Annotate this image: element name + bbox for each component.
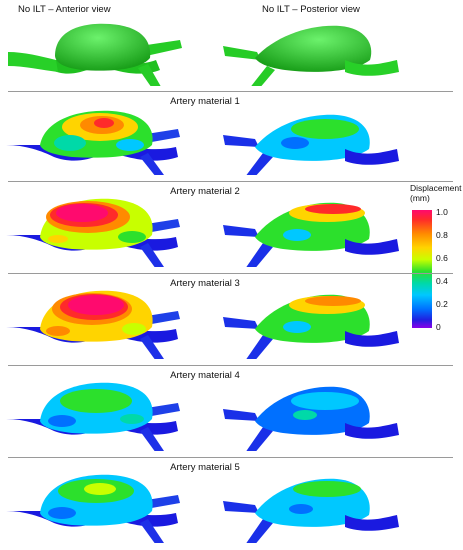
row-title: Artery material 1 [170, 96, 240, 107]
row-divider [8, 365, 453, 366]
displacement-map-posterior [223, 114, 399, 175]
displacement-map-anterior [6, 110, 180, 175]
legend-tick: 1.0 [436, 207, 448, 217]
legend-title: Displacement (mm) [410, 183, 463, 203]
geometry-posterior-view [223, 25, 399, 86]
displacement-map-anterior [6, 198, 180, 267]
posterior-view-title: No ILT – Posterior view [262, 4, 360, 15]
color-scale-bar [412, 210, 432, 328]
row-divider [8, 457, 453, 458]
legend-unit: (mm) [410, 193, 430, 203]
legend-tick: 0.6 [436, 253, 448, 263]
displacement-map-anterior [6, 290, 180, 359]
anterior-view-title: No ILT – Anterior view [18, 4, 111, 15]
legend-tick: 0 [436, 322, 441, 332]
displacement-map-posterior [223, 386, 399, 451]
legend-tick: 0.4 [436, 276, 448, 286]
row-title: Artery material 2 [170, 186, 240, 197]
displacement-map-posterior [223, 202, 399, 267]
geometry-anterior-view [8, 23, 182, 86]
row-title: Artery material 5 [170, 462, 240, 473]
row-divider [8, 181, 453, 182]
legend-tick: 0.8 [436, 230, 448, 240]
legend-title-line: Displacement [410, 183, 462, 193]
row-title: Artery material 3 [170, 278, 240, 289]
displacement-map-anterior [6, 382, 180, 451]
row-divider [8, 91, 453, 92]
displacement-map-anterior [6, 474, 180, 543]
row-title: Artery material 4 [170, 370, 240, 381]
row-divider [8, 273, 453, 274]
displacement-map-posterior [223, 294, 399, 359]
legend-tick: 0.2 [436, 299, 448, 309]
displacement-map-posterior [223, 478, 399, 543]
